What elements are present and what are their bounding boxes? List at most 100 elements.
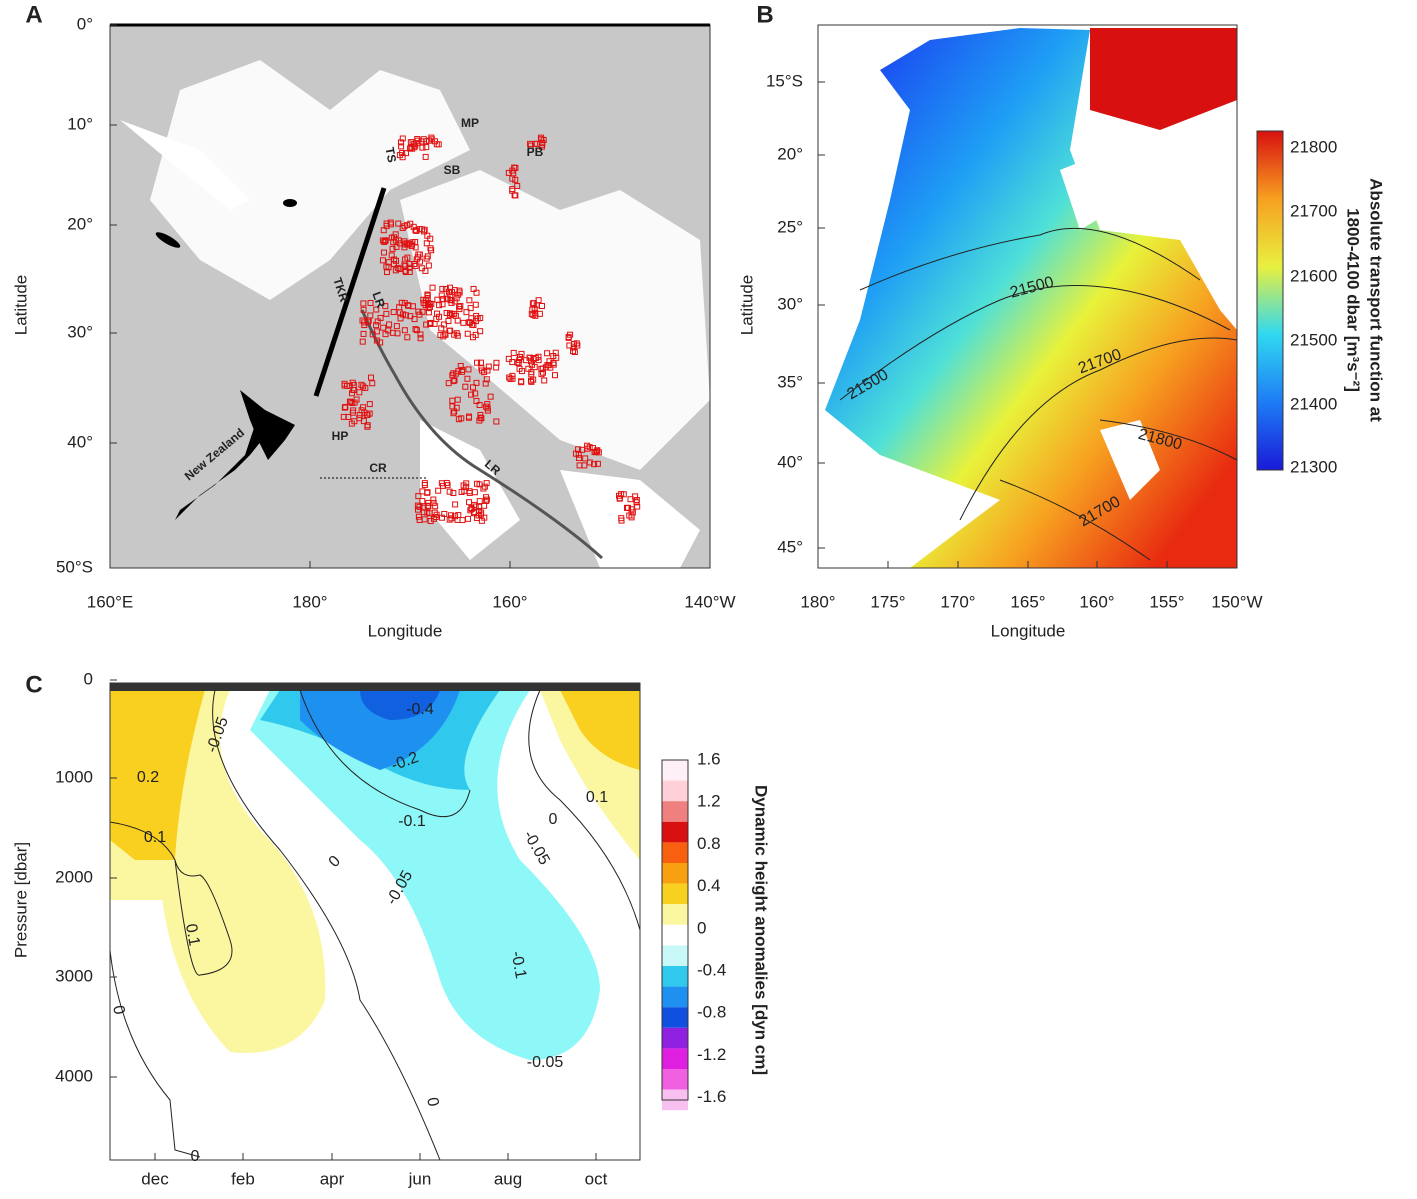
float [515, 360, 522, 367]
x-tick-label: feb [231, 1169, 255, 1188]
float [394, 330, 401, 337]
y-tick-label: 25° [777, 217, 803, 236]
float [457, 303, 464, 310]
float [403, 150, 410, 157]
float [411, 260, 418, 267]
anomaly-negative [360, 690, 440, 720]
float [439, 301, 446, 308]
float [470, 285, 477, 292]
contour-label: 0.1 [182, 923, 203, 948]
float [438, 292, 445, 299]
y-tick-label: 30° [777, 294, 803, 313]
float [399, 154, 406, 161]
float [379, 257, 386, 264]
float [573, 340, 580, 347]
float [595, 449, 602, 456]
float [414, 506, 421, 513]
float [409, 239, 416, 246]
float [433, 511, 440, 518]
colorbar-block [662, 842, 688, 863]
float [386, 321, 393, 328]
float [483, 480, 490, 487]
float [477, 314, 484, 321]
float [445, 380, 452, 387]
float [430, 496, 437, 503]
float [509, 375, 516, 382]
float [483, 403, 490, 410]
float [447, 284, 454, 291]
float [423, 321, 430, 328]
colorbar-block [662, 966, 688, 987]
float [466, 319, 473, 326]
float [464, 330, 471, 337]
float [467, 305, 474, 312]
anomaly-positive [560, 690, 640, 770]
float [530, 311, 537, 318]
float [364, 422, 371, 429]
float [493, 364, 500, 371]
float [469, 334, 476, 341]
contour-label: -0.05 [520, 828, 553, 868]
float [483, 376, 490, 383]
colorbar-block [662, 863, 688, 884]
float [382, 237, 389, 244]
y-tick-label: 15°S [766, 71, 803, 90]
colorbar-block [662, 883, 688, 905]
contour [212, 689, 441, 1161]
colorbar-tick-label: -1.6 [697, 1087, 726, 1106]
float [575, 446, 582, 453]
float [417, 335, 424, 342]
float [633, 499, 640, 506]
float [505, 355, 512, 362]
float [540, 369, 547, 376]
float [476, 508, 483, 515]
panel-letter: A [25, 1, 42, 28]
float [473, 398, 480, 405]
float [373, 337, 380, 344]
x-axis-label: Longitude [991, 621, 1066, 640]
float [421, 228, 428, 235]
float [565, 334, 572, 341]
float [452, 501, 459, 508]
float [429, 284, 436, 291]
x-tick-label: 150°W [1211, 592, 1262, 611]
island [155, 232, 181, 248]
x-tick-label: 160°E [87, 592, 134, 611]
float [465, 414, 472, 421]
float [416, 516, 423, 523]
float [423, 255, 430, 262]
y-tick-label: 4000 [55, 1066, 93, 1085]
tkr-line [313, 187, 387, 397]
contour [959, 337, 1238, 521]
colorbar-tick-label: 21400 [1290, 394, 1337, 413]
float [566, 342, 573, 349]
float [428, 134, 435, 141]
float [514, 183, 521, 190]
float [407, 313, 414, 320]
panel-letter: C [25, 671, 42, 698]
float [383, 222, 390, 229]
float [382, 237, 389, 244]
x-tick-label: jun [408, 1169, 432, 1188]
colorbar-label: Dynamic height anomalies [dyn cm] [752, 785, 771, 1075]
float [381, 238, 388, 245]
float [481, 483, 488, 490]
float [465, 366, 472, 373]
x-tick-label: 165° [1010, 592, 1045, 611]
contour [299, 689, 471, 818]
float [366, 401, 373, 408]
colorbar-tick-label: 1.2 [697, 792, 721, 811]
float [425, 503, 432, 510]
colorbar-block [662, 780, 688, 802]
sea-area [120, 120, 250, 210]
float [451, 377, 458, 384]
float [532, 312, 539, 319]
annotation: CR [369, 461, 387, 475]
float [341, 404, 348, 411]
float [416, 311, 423, 318]
y-tick-label: 10° [67, 114, 93, 133]
y-tick-label: 30° [67, 322, 93, 341]
float [476, 402, 483, 409]
float [544, 350, 551, 357]
float [546, 358, 553, 365]
